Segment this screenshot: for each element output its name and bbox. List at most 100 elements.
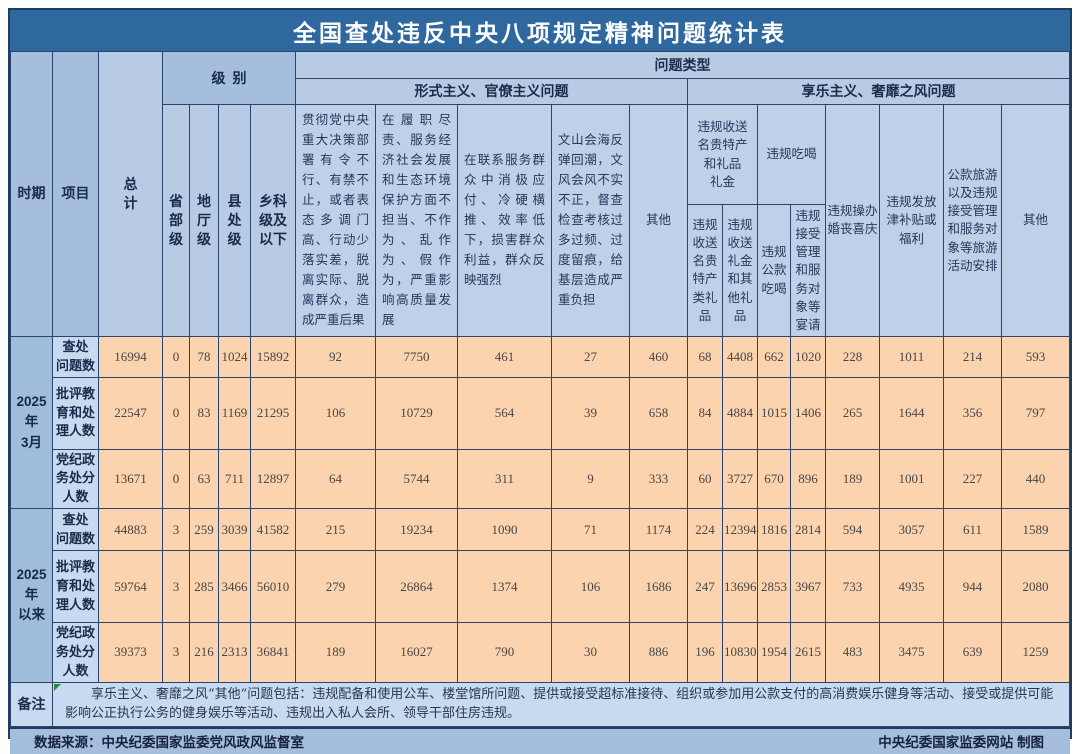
data-cell: 797 bbox=[1000, 376, 1071, 450]
data-cell: 3967 bbox=[790, 550, 826, 624]
cell-corner-marker bbox=[54, 683, 61, 691]
data-cell: 3 bbox=[162, 550, 190, 624]
row-label: 党纪政 务处分 人数 bbox=[52, 622, 99, 683]
header-row-3: 省 部 级 地 厅 级 县 处 级 乡科 级及 以下 贯彻党中央重大决策部署有令… bbox=[11, 104, 1071, 337]
data-cell: 83 bbox=[189, 376, 219, 450]
data-source: 数据来源：中央纪委国家监委党风政风监督室 bbox=[34, 735, 304, 751]
data-cell: 886 bbox=[629, 622, 688, 683]
data-cell: 1259 bbox=[1000, 622, 1071, 683]
remarks-text: 享乐主义、奢靡之风“其他”问题包括：违规配备和使用公车、楼堂馆所问题、提供或接受… bbox=[51, 681, 1071, 727]
data-cell: 1644 bbox=[879, 376, 944, 450]
data-cell: 71 bbox=[551, 508, 630, 552]
remarks-content: 享乐主义、奢靡之风“其他”问题包括：违规配备和使用公车、楼堂馆所问题、提供或接受… bbox=[65, 686, 1054, 722]
data-cell: 944 bbox=[943, 550, 1002, 624]
data-cell: 227 bbox=[943, 448, 1002, 510]
data-cell: 2080 bbox=[1000, 550, 1071, 624]
data-cell: 189 bbox=[825, 448, 880, 510]
data-cell: 733 bbox=[825, 550, 880, 624]
data-cell: 2853 bbox=[757, 550, 791, 624]
header-gift-col-1: 违规收送名贵特产类礼品 bbox=[687, 204, 723, 337]
data-cell: 0 bbox=[162, 448, 190, 510]
row-label: 批评教 育和处 理人数 bbox=[52, 376, 99, 450]
data-cell: 2615 bbox=[790, 622, 826, 683]
data-cell: 36841 bbox=[250, 622, 296, 683]
data-cell: 21295 bbox=[250, 376, 296, 450]
data-cell: 1954 bbox=[757, 622, 791, 683]
table-frame: 全国查处违反中央八项规定精神问题统计表 时期 项目 总 计 级别 问题类型 形式… bbox=[8, 8, 1072, 754]
header-level-township: 乡科 级及 以下 bbox=[250, 104, 296, 337]
data-cell: 3039 bbox=[218, 508, 251, 552]
header-gift-group: 违规收送 名贵特产 和礼品 礼金 bbox=[687, 104, 758, 205]
data-cell: 658 bbox=[629, 376, 688, 450]
data-cell: 333 bbox=[629, 448, 688, 510]
data-cell: 670 bbox=[757, 448, 791, 510]
data-cell: 1686 bbox=[629, 550, 688, 624]
header-total: 总 计 bbox=[98, 51, 163, 337]
data-cell: 22547 bbox=[98, 376, 163, 450]
data-cell: 10830 bbox=[722, 622, 758, 683]
data-cell: 279 bbox=[295, 550, 376, 624]
data-cell: 1374 bbox=[457, 550, 552, 624]
header-row-2: 形式主义、官僚主义问题 享乐主义、奢靡之风问题 bbox=[11, 78, 1071, 105]
header-hedonism-col-allowance: 违规发放津补贴或福利 bbox=[879, 104, 944, 337]
data-cell: 10729 bbox=[375, 376, 458, 450]
data-cell: 2313 bbox=[218, 622, 251, 683]
header-row-4: 违规收送名贵特产类礼品 违规收送礼金和其他礼品 违规公款吃喝 违规接受管理和服务… bbox=[11, 204, 1070, 337]
data-cell: 259 bbox=[189, 508, 219, 552]
data-cell: 15892 bbox=[250, 335, 296, 378]
data-cell: 106 bbox=[551, 550, 630, 624]
row-label: 批评教 育和处 理人数 bbox=[52, 550, 99, 624]
header-dining-group: 违规吃喝 bbox=[757, 104, 826, 205]
data-cell: 0 bbox=[162, 335, 190, 378]
data-cell: 4935 bbox=[879, 550, 944, 624]
data-cell: 39 bbox=[551, 376, 630, 450]
data-cell: 440 bbox=[1000, 448, 1071, 510]
header-hedonism-col-wedding: 违规操办婚丧喜庆 bbox=[825, 104, 880, 337]
data-cell: 84 bbox=[687, 376, 723, 450]
stats-table: 时期 项目 总 计 级别 问题类型 形式主义、官僚主义问题 享乐主义、奢靡之风问… bbox=[10, 51, 1071, 727]
data-cell: 790 bbox=[457, 622, 552, 683]
table-row: 2025年 以来 查处 问题数 44883 3 259 3039 41582 2… bbox=[10, 508, 1071, 683]
data-cell: 68 bbox=[687, 335, 723, 378]
data-cell: 896 bbox=[790, 448, 826, 510]
data-cell: 265 bbox=[825, 376, 880, 450]
remarks-label: 备注 bbox=[10, 681, 53, 727]
data-cell: 1816 bbox=[757, 508, 791, 552]
data-cell: 483 bbox=[825, 622, 880, 683]
header-hedonism-col-other: 其他 bbox=[1000, 104, 1071, 337]
header-level-group: 级别 bbox=[162, 51, 296, 105]
data-cell: 216 bbox=[189, 622, 219, 683]
header-formalism-group: 形式主义、官僚主义问题 bbox=[295, 78, 688, 105]
data-cell: 1090 bbox=[457, 508, 552, 552]
period-cell: 2025年 3月 bbox=[10, 335, 53, 510]
data-cell: 41582 bbox=[250, 508, 296, 552]
row-label: 查处 问题数 bbox=[52, 335, 99, 378]
data-cell: 1589 bbox=[1000, 508, 1071, 552]
header-gift-col-2: 违规收送礼金和其他礼品 bbox=[722, 204, 758, 337]
header-dining-col-2: 违规接受管理和服务对象等宴请 bbox=[790, 204, 826, 337]
data-cell: 1015 bbox=[757, 376, 791, 450]
data-cell: 1169 bbox=[218, 376, 251, 450]
data-cell: 13671 bbox=[98, 448, 163, 510]
data-cell: 3 bbox=[162, 622, 190, 683]
data-cell: 60 bbox=[687, 448, 723, 510]
data-cell: 564 bbox=[457, 376, 552, 450]
data-cell: 461 bbox=[457, 335, 552, 378]
data-cell: 247 bbox=[687, 550, 723, 624]
data-cell: 9 bbox=[551, 448, 630, 510]
table-row: 党纪政 务处分 人数 13671 0 63 711 12897 64 5744 … bbox=[11, 448, 1071, 510]
data-cell: 12394 bbox=[722, 508, 758, 552]
data-cell: 16027 bbox=[375, 622, 458, 683]
data-cell: 44883 bbox=[98, 508, 163, 552]
remarks-row: 备注 享乐主义、奢靡之风“其他”问题包括：违规配备和使用公车、楼堂馆所问题、提供… bbox=[10, 681, 1071, 727]
header-level-county: 县 处 级 bbox=[218, 104, 251, 337]
period-cell: 2025年 以来 bbox=[10, 508, 53, 683]
header-formalism-col-other: 其他 bbox=[629, 104, 688, 337]
data-cell: 196 bbox=[687, 622, 723, 683]
data-cell: 460 bbox=[629, 335, 688, 378]
data-cell: 1174 bbox=[629, 508, 688, 552]
data-cell: 594 bbox=[825, 508, 880, 552]
table-row: 2025年 3月 查处 问题数 16994 0 78 1024 15892 92… bbox=[10, 335, 1071, 510]
row-label: 党纪政 务处分 人数 bbox=[52, 448, 99, 510]
data-cell: 311 bbox=[457, 448, 552, 510]
